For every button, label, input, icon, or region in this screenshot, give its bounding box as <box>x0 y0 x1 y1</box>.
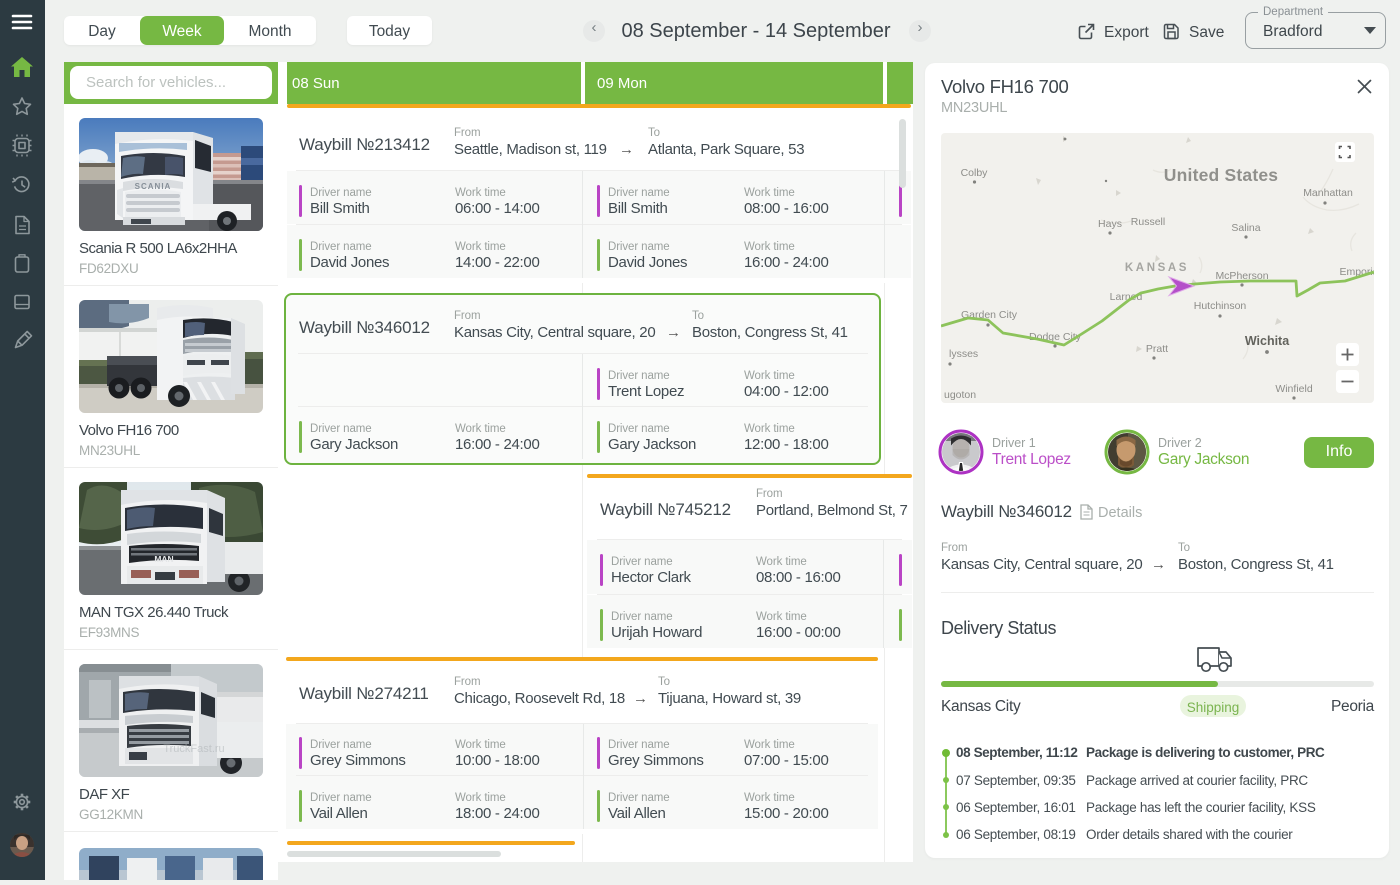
svg-text:TruckFast.ru: TruckFast.ru <box>163 743 224 755</box>
svg-text:Manhattan: Manhattan <box>1303 187 1353 199</box>
svg-text:Wichita: Wichita <box>1245 334 1290 348</box>
svg-text:Pratt: Pratt <box>1146 343 1168 355</box>
svg-text:SCANIA: SCANIA <box>135 182 172 191</box>
svg-text:McPherson: McPherson <box>1215 270 1268 282</box>
svg-text:Colby: Colby <box>961 167 989 179</box>
svg-text:Hays: Hays <box>1098 218 1122 230</box>
svg-text:Hutchinson: Hutchinson <box>1194 300 1247 312</box>
svg-text:United States: United States <box>1164 165 1278 185</box>
svg-text:Salina: Salina <box>1231 222 1260 234</box>
svg-text:KANSAS: KANSAS <box>1125 262 1189 274</box>
svg-text:ugoton: ugoton <box>944 389 976 401</box>
svg-text:Winfield: Winfield <box>1275 383 1313 395</box>
svg-text:lysses: lysses <box>949 348 978 360</box>
svg-text:MAN: MAN <box>154 554 173 564</box>
svg-text:Larned: Larned <box>1110 291 1143 303</box>
svg-text:Dodge City: Dodge City <box>1029 331 1082 343</box>
svg-text:Russell: Russell <box>1131 216 1165 228</box>
